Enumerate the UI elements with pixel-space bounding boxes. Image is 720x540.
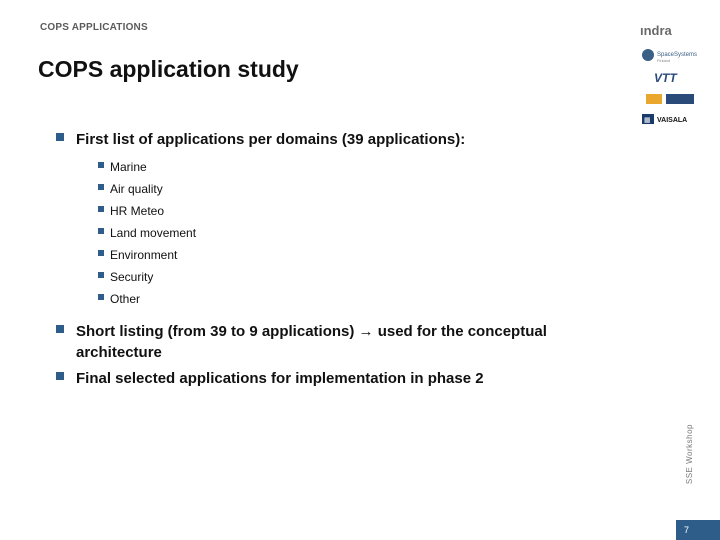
- bullet-square-icon: [98, 184, 104, 190]
- bullet-2: Short listing (from 39 to 9 applications…: [62, 322, 622, 363]
- logo-vaisala: ▦ VAISALA: [638, 112, 702, 126]
- sub-item: Land movement: [98, 224, 622, 242]
- sub-text: Security: [110, 270, 153, 284]
- sub-item: HR Meteo: [98, 202, 622, 220]
- bullet-square-icon: [56, 372, 64, 380]
- bullet-2-text: Short listing (from 39 to 9 applications…: [76, 323, 547, 360]
- bullet-square-icon: [98, 294, 104, 300]
- sub-text: HR Meteo: [110, 204, 164, 218]
- logo-vtt: VTT: [638, 70, 702, 86]
- sub-text: Marine: [110, 160, 147, 174]
- arrow-right-icon: →: [359, 323, 374, 340]
- sub-item: Other: [98, 290, 622, 308]
- logo-strip: ındra SpaceSystemsFinland VTT ▦ VAISALA: [638, 22, 702, 132]
- sub-text: Land movement: [110, 226, 196, 240]
- section-label: COPS APPLICATIONS: [40, 22, 148, 33]
- bullet-square-icon: [98, 228, 104, 234]
- svg-text:▦: ▦: [644, 117, 651, 124]
- bullet-square-icon: [56, 325, 64, 333]
- sub-list: Marine Air quality HR Meteo Land movemen…: [98, 158, 622, 308]
- bullet-2-text-a: Short listing (from 39 to 9 applications…: [76, 323, 359, 340]
- sub-text: Other: [110, 292, 140, 306]
- sub-text: Environment: [110, 248, 177, 262]
- page-number: 7: [676, 520, 720, 540]
- sub-text: Air quality: [110, 182, 163, 196]
- bullet-square-icon: [98, 272, 104, 278]
- logo-space-systems: SpaceSystemsFinland: [638, 46, 702, 64]
- bullet-square-icon: [98, 206, 104, 212]
- bullet-square-icon: [98, 162, 104, 168]
- slide: COPS APPLICATIONS COPS application study…: [0, 0, 720, 540]
- sub-item: Environment: [98, 246, 622, 264]
- svg-text:ındra: ındra: [640, 23, 673, 38]
- bullet-square-icon: [56, 133, 64, 141]
- bullet-3-text: Final selected applications for implemen…: [76, 370, 484, 387]
- logo-indra: ındra: [638, 22, 702, 40]
- svg-text:VAISALA: VAISALA: [657, 117, 687, 124]
- vertical-label: SSE Workshop: [685, 424, 694, 484]
- sub-item: Marine: [98, 158, 622, 176]
- bullet-3: Final selected applications for implemen…: [62, 369, 622, 389]
- svg-text:Finland: Finland: [657, 58, 670, 63]
- bullet-square-icon: [98, 250, 104, 256]
- bullet-1-text: First list of applications per domains (…: [76, 131, 465, 148]
- logo-nn: [638, 92, 702, 106]
- svg-text:VTT: VTT: [654, 71, 678, 85]
- sub-item: Air quality: [98, 180, 622, 198]
- slide-title: COPS application study: [38, 56, 299, 83]
- content-area: First list of applications per domains (…: [62, 130, 622, 395]
- bullet-1: First list of applications per domains (…: [62, 130, 622, 150]
- sub-item: Security: [98, 268, 622, 286]
- page-number-value: 7: [684, 525, 689, 535]
